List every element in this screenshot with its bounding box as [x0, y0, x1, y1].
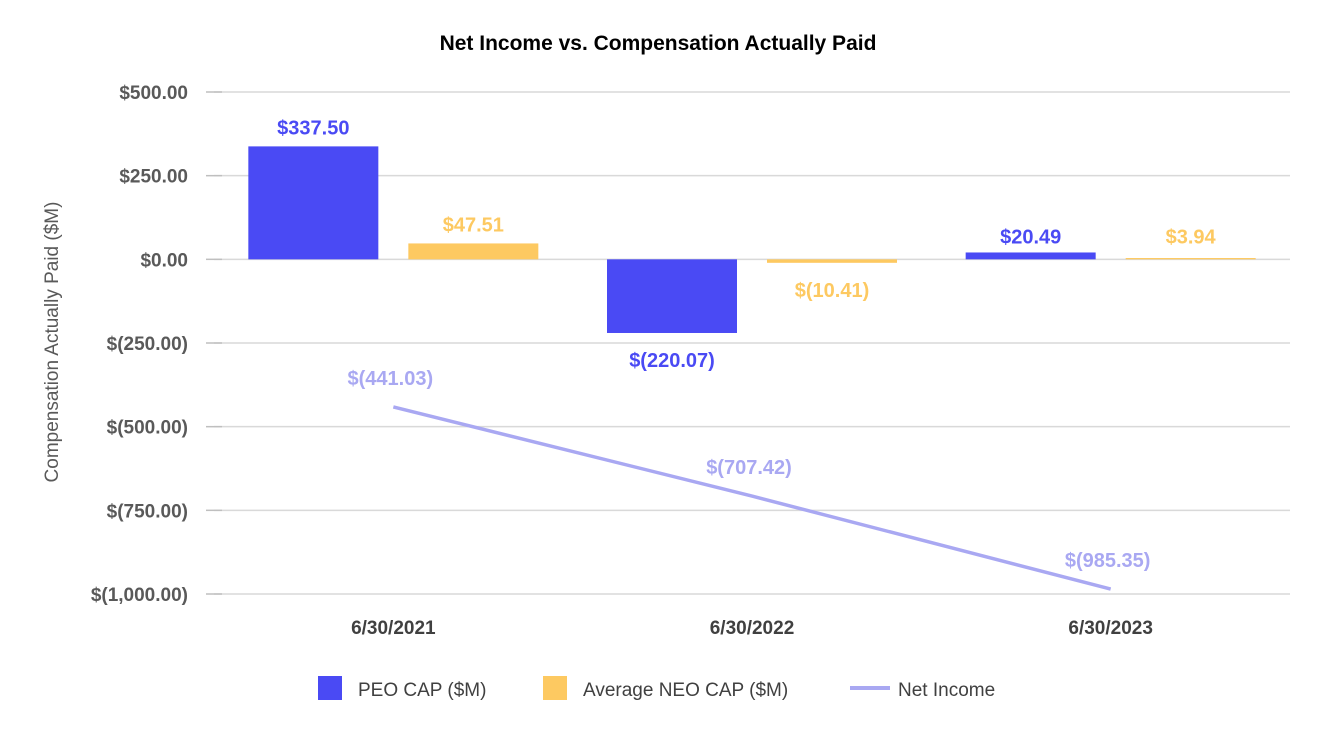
- y-tick-label: $(750.00): [107, 501, 188, 522]
- bar-neo-cap: [767, 259, 897, 263]
- y-tick-label: $500.00: [119, 83, 188, 104]
- y-tick-label: $(1,000.00): [91, 585, 188, 606]
- bar-value-label: $(10.41): [795, 280, 870, 302]
- y-axis-label: Compensation Actually Paid ($M): [42, 202, 63, 483]
- bar-value-label: $20.49: [1000, 226, 1061, 248]
- x-tick-label: 6/30/2022: [710, 618, 795, 639]
- bar-value-label: $(220.07): [629, 350, 715, 372]
- y-tick-label: $250.00: [119, 167, 188, 188]
- data-labels: $337.50 $(220.07) $20.49 $47.51 $(10.41) $3.9…: [277, 117, 1216, 572]
- bar-peo-cap: [248, 146, 379, 260]
- y-tick-label: $(500.00): [107, 418, 188, 439]
- y-tick-label: $(250.00): [107, 334, 188, 355]
- line-value-label: $(441.03): [348, 368, 434, 390]
- legend-label: PEO CAP ($M): [358, 680, 486, 701]
- gridlines: [206, 91, 1290, 595]
- legend: PEO CAP ($M) Average NEO CAP ($M) Net Inco…: [318, 676, 995, 701]
- x-tick-label: 6/30/2023: [1068, 618, 1153, 639]
- x-tick-label: 6/30/2021: [351, 618, 436, 639]
- legend-label: Net Income: [898, 680, 995, 701]
- x-axis-ticks: 6/30/2021 6/30/2022 6/30/2023: [351, 618, 1153, 639]
- legend-swatch: [543, 676, 567, 700]
- line-value-label: $(985.35): [1065, 550, 1151, 572]
- net-income-line: [392, 405, 1112, 591]
- bar-value-label: $337.50: [277, 117, 349, 139]
- bar-neo-cap: [1125, 258, 1256, 260]
- legend-swatch: [318, 676, 342, 700]
- bar-peo-cap: [965, 252, 1096, 260]
- bar-peo-cap: [607, 259, 737, 333]
- chart-title: Net Income vs. Compensation Actually Pai…: [440, 32, 877, 55]
- legend-label: Average NEO CAP ($M): [583, 680, 788, 701]
- y-tick-label: $0.00: [140, 250, 188, 271]
- net-income-line-layer: [392, 405, 1112, 591]
- bar-value-label: $47.51: [443, 214, 504, 236]
- y-axis-ticks: $500.00 $250.00 $0.00 $(250.00) $(500.00) $(7…: [91, 83, 188, 606]
- bar-value-label: $3.94: [1166, 226, 1217, 248]
- bars: [248, 146, 1256, 333]
- line-value-label: $(707.42): [706, 457, 792, 479]
- bar-neo-cap: [408, 243, 539, 260]
